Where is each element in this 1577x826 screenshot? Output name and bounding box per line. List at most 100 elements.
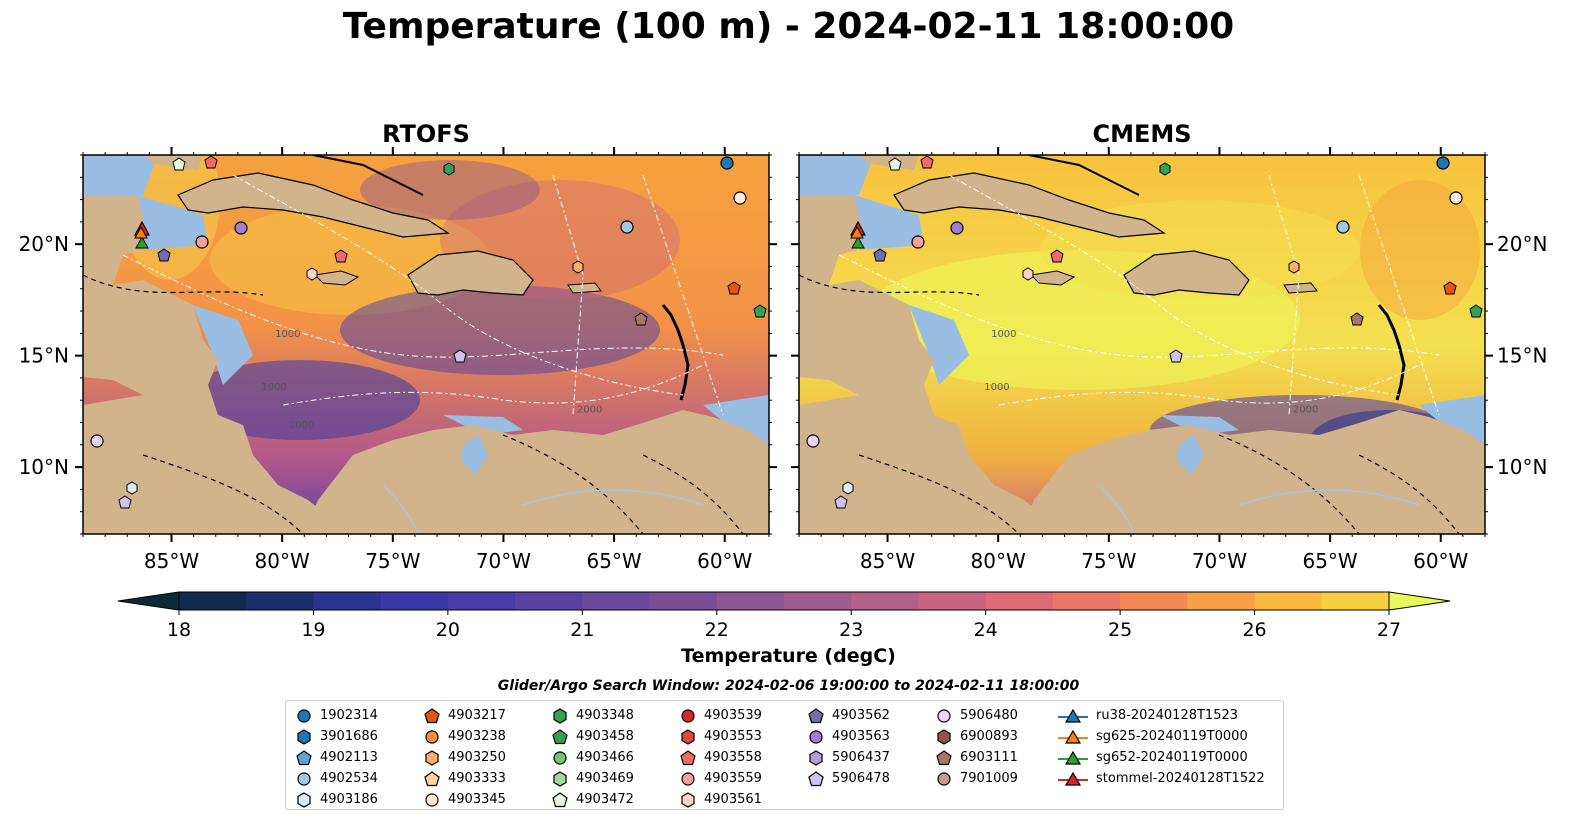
contour-label: 1000 xyxy=(991,329,1016,340)
legend-column: ru38-20240128T1523 sg625-20240119T0000 sg6… xyxy=(1058,705,1265,789)
legend-item: 4903333 xyxy=(424,768,506,789)
legend-item-label: 6900893 xyxy=(960,729,1018,744)
colorbar-tick-label: 26 xyxy=(1242,619,1266,640)
colorbar-extend-min xyxy=(117,591,180,611)
colorbar-extend-max xyxy=(1388,591,1451,611)
legend-item-label: 5906437 xyxy=(832,750,890,765)
contour-label: 1000 xyxy=(275,329,300,340)
legend-item: 4903559 xyxy=(680,768,762,789)
colorbar-tick-label: 20 xyxy=(436,619,460,640)
y-tick-label: 10°N xyxy=(1497,455,1547,479)
legend-item: 4903472 xyxy=(552,789,634,810)
legend-item-label: 4903250 xyxy=(448,750,506,765)
legend-item: 6900893 xyxy=(936,726,1018,747)
legend-item-label: 4903561 xyxy=(704,792,762,807)
pentagon-marker-icon xyxy=(424,707,440,723)
pentagon-marker-icon xyxy=(680,749,696,765)
legend-item-label: 4903469 xyxy=(576,771,634,786)
hexagon-marker-icon xyxy=(297,791,311,808)
legend-item-label: 4903472 xyxy=(576,792,634,807)
legend-item-label: 4903466 xyxy=(576,750,634,765)
panel-title-rtofs: RTOFS xyxy=(382,120,470,148)
legend-item-label: 3901686 xyxy=(320,729,378,744)
colorbar-tick-label: 18 xyxy=(167,619,191,640)
legend-item: 4902534 xyxy=(296,768,378,789)
colorbar-segment xyxy=(1187,592,1256,610)
triangle-marker-icon xyxy=(1058,729,1088,744)
circle-marker-icon xyxy=(681,708,695,723)
legend-item-label: 7901009 xyxy=(960,771,1018,786)
legend-column: 5906480 6900893 6903111 7901009 xyxy=(936,705,1018,789)
figure-canvas: 85°W 80°W 75°W 70°W 65°W 60°W 20°N 15°N 10°N 1000… xyxy=(19,147,1547,640)
legend-item: sg652-20240119T0000 xyxy=(1058,747,1265,768)
colorbar-frame xyxy=(178,591,1390,611)
legend-item: 4903238 xyxy=(424,726,506,747)
y-tick-label: 15°N xyxy=(19,344,69,368)
legend-item-label: 1902314 xyxy=(320,708,378,723)
colorbar-label: Temperature (degC) xyxy=(681,645,896,667)
legend-item-label: stommel-20240128T1522 xyxy=(1096,771,1265,786)
legend-item: 3901686 xyxy=(296,726,378,747)
hexagon-marker-icon xyxy=(297,728,311,745)
legend-item: 4903539 xyxy=(680,705,762,726)
legend-item-label: 4903217 xyxy=(448,708,506,723)
legend-item-label: 4903539 xyxy=(704,708,762,723)
x-tick-label: 80°W xyxy=(255,549,310,573)
triangle-marker-icon xyxy=(1058,708,1088,723)
y-tick-label: 10°N xyxy=(19,455,69,479)
legend-item-label: 4903348 xyxy=(576,708,634,723)
pentagon-marker-icon xyxy=(808,707,824,723)
circle-marker-icon xyxy=(297,708,311,723)
legend-item-label: 4903559 xyxy=(704,771,762,786)
colorbar-segment xyxy=(985,592,1054,610)
triangle-marker-icon xyxy=(1058,750,1088,765)
colorbar-segment xyxy=(447,592,516,610)
legend-item: 5906478 xyxy=(808,768,890,789)
pentagon-marker-icon xyxy=(296,749,312,765)
colorbar-tick-label: 21 xyxy=(570,619,594,640)
colorbar: 18 19 20 21 22 23 24 25 26 27 xyxy=(117,591,1451,640)
legend-item: 4903469 xyxy=(552,768,634,789)
legend-item: 1902314 xyxy=(296,705,378,726)
colorbar-segment xyxy=(784,592,852,610)
legend-item-label: sg625-20240119T0000 xyxy=(1096,729,1248,744)
x-tick-label: 70°W xyxy=(1192,549,1247,573)
legend-item-label: 4903458 xyxy=(576,729,634,744)
legend-item: 5906480 xyxy=(936,705,1018,726)
colorbar-tick-label: 23 xyxy=(839,619,863,640)
colorbar-tick-label: 24 xyxy=(974,619,998,640)
x-tick-label: 75°W xyxy=(365,549,420,573)
contour-label: 1000 xyxy=(261,382,286,393)
legend-item: 4903561 xyxy=(680,789,762,810)
x-tick-label: 80°W xyxy=(971,549,1026,573)
legend-item-label: 4903563 xyxy=(832,729,890,744)
hexagon-marker-icon xyxy=(937,728,951,745)
colorbar-segment xyxy=(716,592,785,610)
figure-title: Temperature (100 m) - 2024-02-11 18:00:0… xyxy=(342,6,1235,47)
legend-item: sg625-20240119T0000 xyxy=(1058,726,1265,747)
circle-marker-icon xyxy=(425,729,439,744)
hexagon-marker-icon xyxy=(681,791,695,808)
colorbar-segment xyxy=(918,592,987,610)
legend-item: 4903217 xyxy=(424,705,506,726)
x-tick-label: 60°W xyxy=(697,549,752,573)
circle-marker-icon xyxy=(937,708,951,723)
circle-marker-icon xyxy=(809,729,823,744)
legend-item: ru38-20240128T1523 xyxy=(1058,705,1265,726)
legend-column: 4903539 4903553 4903558 4903559 4903561 xyxy=(680,705,762,810)
legend-item: 4903562 xyxy=(808,705,890,726)
pentagon-marker-icon xyxy=(552,728,568,744)
contour-label: 2000 xyxy=(1293,405,1318,416)
x-tick-label: 65°W xyxy=(586,549,641,573)
circle-marker-icon xyxy=(425,792,439,807)
legend-item: 4903186 xyxy=(296,789,378,810)
x-tick-label: 75°W xyxy=(1081,549,1136,573)
colorbar-segment xyxy=(246,592,314,610)
legend-item: 5906437 xyxy=(808,747,890,768)
colorbar-segment xyxy=(1120,592,1188,610)
legend-item-label: 5906478 xyxy=(832,771,890,786)
legend-item-label: 4903558 xyxy=(704,750,762,765)
legend-item: 4903466 xyxy=(552,747,634,768)
legend-item-label: 4903238 xyxy=(448,729,506,744)
x-tick-label: 85°W xyxy=(860,549,915,573)
